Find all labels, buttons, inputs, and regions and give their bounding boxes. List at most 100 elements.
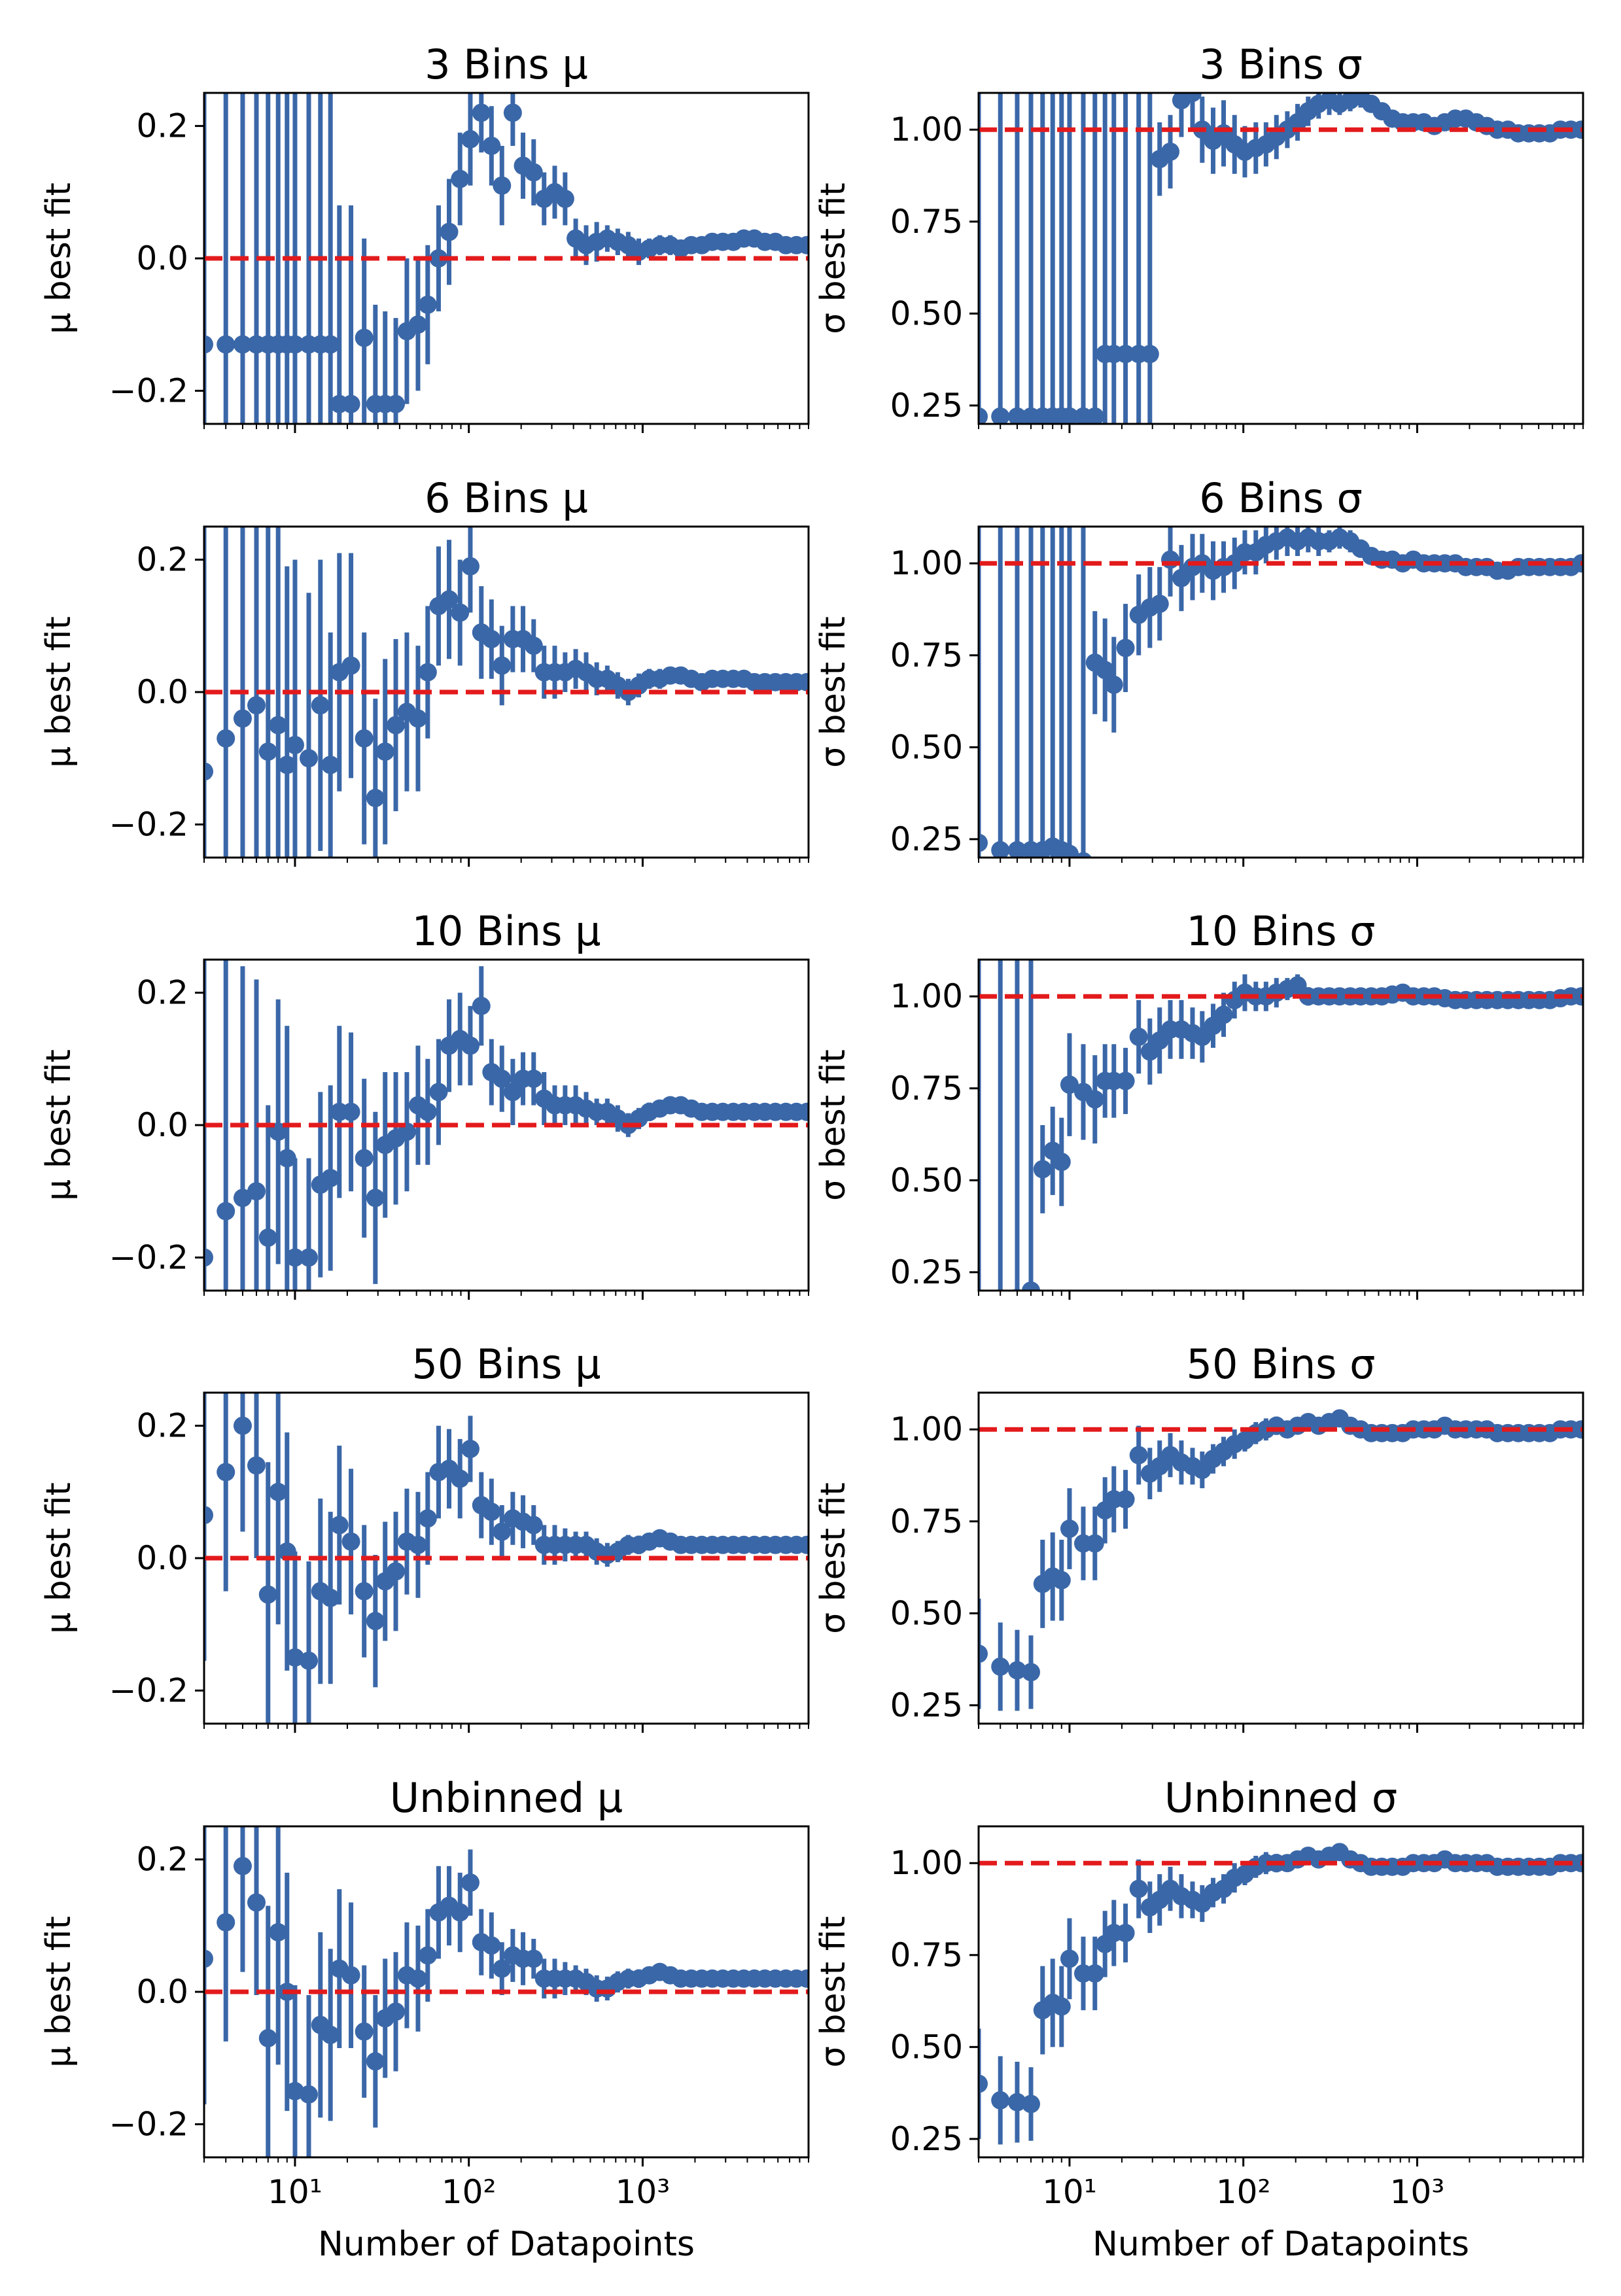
data-point [341, 1102, 360, 1121]
data-point [1021, 1663, 1040, 1682]
axes-frame [203, 958, 810, 1292]
data-point [277, 756, 296, 774]
data-point [451, 1903, 470, 1922]
data-point [1060, 844, 1079, 858]
data-point [366, 2052, 385, 2071]
data-point [247, 1182, 266, 1201]
data-point [1572, 1420, 1583, 1439]
data-point [341, 1532, 360, 1551]
data-point [1007, 2093, 1026, 2112]
y-tick-label: 0.0 [136, 239, 188, 277]
y-axis-label: σ best fit [814, 1916, 853, 2068]
y-tick-label: 0.75 [890, 1070, 963, 1107]
y-tick-label: 0.25 [890, 1686, 963, 1724]
panel-10-bins-mu: 10 Bins μ μ best fit −0.2 0.0 0.2 [39, 907, 810, 1300]
data-point [247, 1456, 266, 1475]
data-point [277, 1149, 296, 1168]
data-point [1116, 1490, 1135, 1509]
data-point [482, 630, 501, 649]
data-point [387, 1562, 406, 1581]
data-point [204, 335, 213, 354]
data-point [1172, 568, 1191, 587]
panel-6-bins-sigma: 6 Bins σ σ best fit 0.25 0.50 0.75 1.00 [814, 474, 1584, 867]
axes-frame [977, 1825, 1584, 2159]
data-point [341, 1966, 360, 1985]
plot-area [204, 1826, 809, 2157]
axes-frame [977, 92, 1584, 425]
y-tick-label: 1.00 [890, 544, 963, 582]
data-point [429, 1083, 448, 1102]
data-point [969, 1311, 988, 1329]
y-tick-label: 0.50 [890, 294, 963, 332]
y-axis-label: μ best fit [39, 1482, 78, 1634]
data-point [429, 249, 448, 268]
data-point [1085, 1964, 1104, 1983]
plot-area [204, 1393, 809, 1724]
panel-50-bins-sigma: 50 Bins σ σ best fit 0.25 0.50 0.75 1.00 [814, 1340, 1584, 1733]
data-point [1116, 1071, 1135, 1090]
data-point [299, 1651, 318, 1670]
data-point [418, 295, 437, 314]
data-point [1007, 841, 1026, 858]
data-point [493, 1070, 512, 1088]
data-point [472, 103, 491, 122]
data-point [493, 656, 512, 675]
data-point [285, 1648, 304, 1667]
data-point [524, 1949, 543, 1968]
data-point [1052, 1571, 1071, 1590]
data-point [472, 996, 491, 1015]
panel-3-bins-mu: 3 Bins μ μ best fit −0.2 0.0 0.2 [39, 41, 810, 433]
y-tick-label: 0.25 [890, 820, 963, 858]
data-point [217, 1913, 235, 1932]
data-point [1183, 93, 1202, 102]
data-point [1572, 1854, 1583, 1873]
y-tick-label: −0.2 [109, 2105, 188, 2143]
data-point [408, 709, 427, 728]
axes-frame [203, 1391, 810, 1725]
y-tick-label: 0.25 [890, 2120, 963, 2158]
data-point [1214, 1005, 1233, 1024]
panel-title: 50 Bins σ [1187, 1340, 1376, 1388]
data-point [493, 1522, 512, 1541]
y-axis-label: μ best fit [39, 616, 78, 768]
y-tick-label: 0.2 [136, 1841, 188, 1879]
data-point [440, 590, 459, 609]
plot-area [979, 527, 1583, 858]
y-tick-label: −0.2 [109, 372, 188, 409]
data-point [204, 1949, 213, 1968]
data-point [461, 1036, 479, 1055]
x-tick-label: 10¹ [268, 2173, 322, 2211]
data-point [418, 663, 437, 682]
plot-area [979, 1409, 1583, 1711]
panel-title: Unbinned σ [1164, 1774, 1397, 1822]
data-point [217, 335, 235, 354]
data-point [366, 788, 385, 807]
y-tick-label: 0.0 [136, 1973, 188, 2011]
data-point [991, 1300, 1009, 1318]
data-point [1572, 987, 1583, 1006]
data-point [355, 2022, 374, 2041]
data-point [1129, 1879, 1148, 1898]
data-point [269, 1482, 288, 1501]
data-point [797, 235, 809, 254]
data-point [408, 1969, 427, 1988]
x-tick-label: 10² [1216, 2173, 1271, 2211]
data-point [204, 1248, 213, 1267]
data-point [269, 1922, 288, 1941]
data-point [204, 762, 213, 781]
y-tick-label: 0.75 [890, 1936, 963, 1974]
data-point [1085, 407, 1104, 424]
data-point [217, 729, 235, 748]
data-point [387, 2002, 406, 2021]
y-axis-label: σ best fit [814, 1049, 853, 1201]
y-tick-label: 0.25 [890, 387, 963, 425]
data-point [555, 189, 574, 208]
y-tick-label: 0.75 [890, 1503, 963, 1540]
data-point [355, 328, 374, 347]
axes-frame [203, 1825, 810, 2159]
data-point [1096, 661, 1115, 680]
data-point [482, 136, 501, 155]
data-point [330, 1516, 349, 1535]
y-axis-label: σ best fit [814, 616, 853, 768]
